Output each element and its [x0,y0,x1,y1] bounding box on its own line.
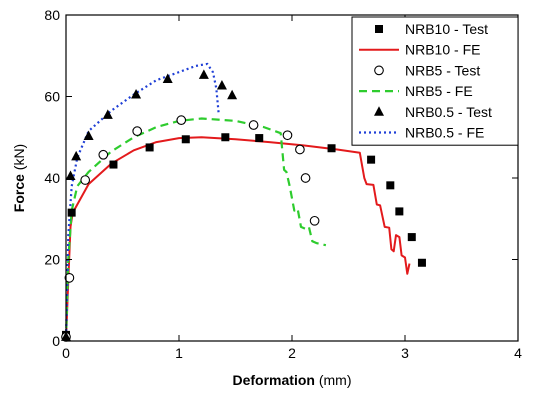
y-tick-label: 20 [44,252,60,268]
x-axis-title: Deformation (mm) [233,372,352,388]
nrb0-5-test-point [162,73,173,83]
nrb10-fe-legend-label: NRB10 - FE [405,42,480,58]
nrb0-5-test-legend-marker [374,106,384,116]
nrb0-5-test-point [131,88,142,99]
nrb5-fe-line [64,117,327,342]
nrb0-5-test-markers [61,69,238,341]
nrb10-test-point [145,143,154,152]
nrb10-fe-line [65,136,411,342]
y-tick-label: 80 [44,7,60,23]
nrb5-test-point [309,215,320,226]
x-tick-label: 2 [288,345,296,361]
nrb10-test-point [109,160,118,169]
nrb10-test-point [221,133,230,142]
nrb10-test-legend-marker [375,25,383,33]
nrb0-5-test-point [102,109,113,119]
x-tick-label: 1 [175,345,183,361]
nrb5-test-point [300,173,311,183]
nrb0-5-test-point [227,89,238,100]
nrb0-5-fe-line [64,62,220,342]
nrb10-test-point [67,208,76,217]
nrb0-5-test-point [71,150,82,161]
legend-entry: NRB10 - Test [375,21,488,37]
y-tick-label: 60 [44,89,60,105]
nrb10-test-point [395,207,404,216]
nrb5-test-point [132,126,143,136]
nrb10-test-markers [62,133,426,339]
y-axis-title-bold: Force [11,174,27,212]
y-tick-label: 40 [44,170,60,186]
nrb5-test-point [98,149,109,160]
nrb5-test-point [64,272,75,283]
x-tick-label: 3 [401,345,409,361]
nrb0-5-test-point [83,130,94,141]
y-axis-title: Force (kN) [11,144,27,212]
nrb5-test-point [295,144,305,155]
nrb5-test-point [282,130,293,141]
nrb0-5-test-legend-label: NRB0.5 - Test [405,104,492,120]
x-axis-title-bold: Deformation [233,372,315,388]
nrb5-test-point [176,115,187,125]
nrb10-test-point [367,155,376,164]
legend-entry: NRB10 - FE [359,42,480,58]
legend-entry: NRB5 - FE [359,83,473,99]
nrb10-test-legend-label: NRB10 - Test [405,21,488,37]
nrb5-test-point [80,175,91,185]
nrb10-test-point [255,134,264,143]
nrb0-5-fe-legend-label: NRB0.5 - FE [405,125,484,141]
legend-entry: NRB0.5 - Test [374,104,492,120]
legend-box [351,16,519,146]
x-axis-title-unit: (mm) [315,372,352,388]
nrb0-5-test-point [216,79,227,90]
legend-entry: NRB5 - Test [374,62,480,78]
x-tick-label: 4 [514,345,522,361]
legend-entry: NRB0.5 - FE [359,125,484,141]
nrb5-test-point [248,120,259,130]
nrb5-test-markers [61,115,320,342]
nrb5-test-legend-label: NRB5 - Test [405,62,480,78]
nrb10-test-point [407,233,416,242]
nrb10-test-point [386,181,395,190]
nrb0-5-test-point [198,69,209,79]
y-tick-label: 0 [52,333,60,349]
nrb5-fe-legend-label: NRB5 - FE [405,83,473,99]
nrb5-test-legend-marker [374,65,384,76]
legend: NRB10 - Test NRB10 - FE NRB5 - Test NRB5 - … [351,16,519,146]
x-tick-label: 0 [62,345,70,361]
nrb10-test-point [417,258,426,267]
nrb10-test-point [181,135,190,144]
nrb10-test-point [327,144,336,153]
y-axis-title-unit: (kN) [11,144,27,174]
